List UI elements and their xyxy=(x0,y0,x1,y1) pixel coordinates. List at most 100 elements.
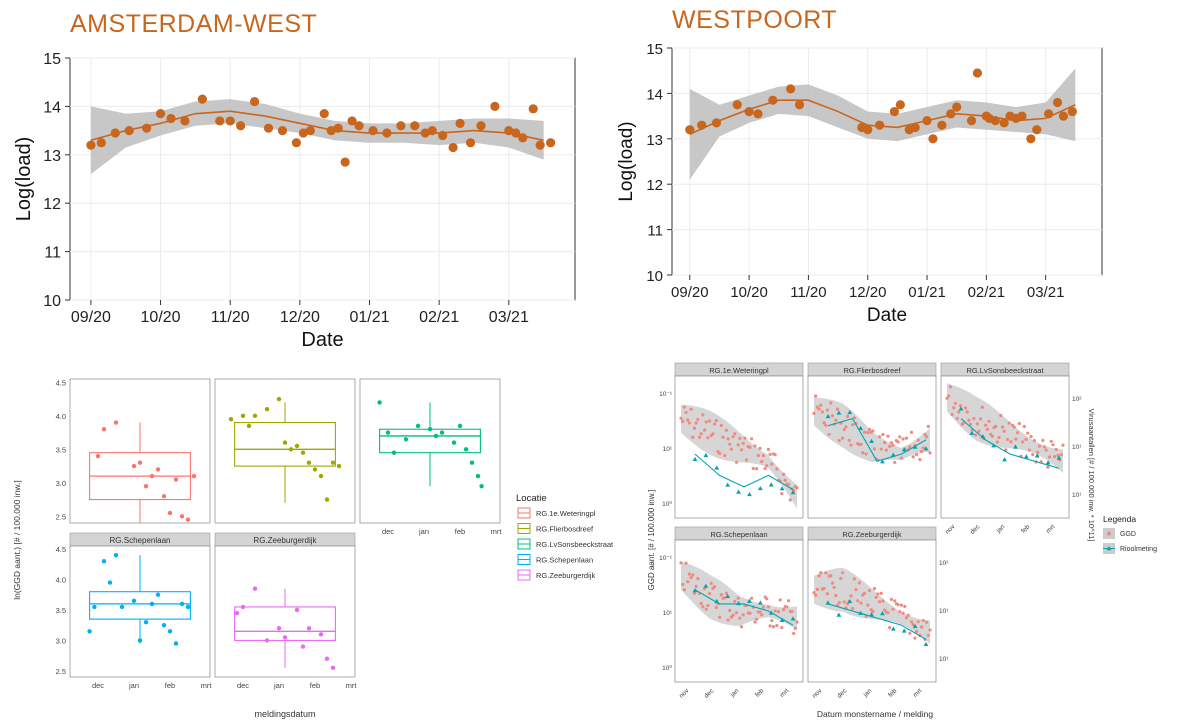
facet-ggd-point xyxy=(847,438,851,442)
facet-ggd-point xyxy=(682,405,686,409)
box-xtick-label: dec xyxy=(382,527,394,536)
facet-ggd-point xyxy=(758,446,762,450)
facet-ggd-point xyxy=(707,591,712,596)
box-data-point xyxy=(179,514,185,519)
facet-ggd-point xyxy=(758,610,762,614)
wp-y-axis-label: Log(load) xyxy=(616,121,637,201)
box-xtick-label: mrt xyxy=(201,681,213,690)
facet-ggd-point xyxy=(699,432,703,436)
facet-ggd-point xyxy=(896,440,900,444)
box-ytick-label: 4.0 xyxy=(56,412,66,421)
facet-ggd-point xyxy=(718,615,722,619)
facet-ggd-point xyxy=(886,611,890,615)
facet-ggd-point xyxy=(780,625,784,630)
facet-ggd-point xyxy=(733,432,737,436)
facet-ggd-point xyxy=(914,629,919,634)
facet-ggd-point xyxy=(899,603,904,607)
facet-ggd-point xyxy=(738,616,742,620)
facet-ggd-point xyxy=(1002,429,1006,433)
aw-ytick-label: 13 xyxy=(43,148,61,165)
facet-ggd-point xyxy=(1009,440,1013,444)
wp-data-point xyxy=(711,118,722,128)
facet-ggd-point xyxy=(916,438,920,442)
facet-riool-point xyxy=(790,490,796,495)
box-data-point xyxy=(457,423,463,429)
aw-data-point xyxy=(535,140,545,150)
facet-ggd-point xyxy=(1041,438,1045,442)
aw-confidence-band xyxy=(90,99,544,175)
wp-data-point xyxy=(1052,97,1063,108)
amsterdam-west-chart: 10 11 12 13 14 15 09/20 10/20 11/20 12/20 01/21 02/… xyxy=(13,51,576,351)
aw-data-point xyxy=(518,133,528,143)
aw-data-point xyxy=(319,109,329,119)
facet-ggd-point xyxy=(706,436,710,440)
facet-confidence-band xyxy=(814,397,930,463)
facet-ggd-point xyxy=(999,413,1003,418)
facet-ggd-point xyxy=(781,607,786,612)
box-data-point xyxy=(318,473,324,479)
box-iqr xyxy=(89,591,191,620)
wp-data-point xyxy=(952,102,962,112)
facet-confidence-band xyxy=(681,404,797,509)
box-data-point xyxy=(264,406,270,412)
facet-riool-point xyxy=(847,409,853,415)
wp-data-point xyxy=(889,106,900,117)
facet-riool-point xyxy=(869,612,874,617)
facet-chart: RG.1e.Weteringpl 10⁻¹ 10¹ 10⁰ RG.Flierbosdre… xyxy=(647,362,1157,719)
facet-ggd-point xyxy=(778,598,782,602)
box-data-point xyxy=(330,665,336,671)
facet-riool-point xyxy=(991,443,997,448)
facet-ytick-left-label: 10⁰ xyxy=(662,500,672,508)
facet-ggd-point xyxy=(953,401,958,406)
facet-ggd-point xyxy=(760,460,764,464)
facet-riool-point xyxy=(923,641,929,647)
box-data-point xyxy=(113,552,119,558)
facet-riool-point xyxy=(980,433,986,439)
facet-ggd-point xyxy=(1012,425,1016,429)
aw-data-point xyxy=(340,157,350,167)
facet-ggd-point xyxy=(911,455,915,459)
box-ytick-label: 4.0 xyxy=(56,576,66,585)
aw-data-point xyxy=(277,126,288,136)
facet-ggd-point xyxy=(733,599,737,603)
box-legend-label: RG.Flierbosdreef xyxy=(536,525,594,534)
aw-plot-area xyxy=(69,57,576,301)
chart-title-amsterdam-west: AMSTERDAM-WEST xyxy=(70,10,318,38)
wp-ytick-label: 10 xyxy=(646,268,663,285)
facet-ggd-point xyxy=(790,610,794,614)
facet-xtick-label: mrt xyxy=(1045,523,1057,535)
box-data-point xyxy=(143,483,149,489)
facet-ggd-point xyxy=(748,445,752,449)
aw-ytick-label: 15 xyxy=(43,51,61,68)
aw-data-point xyxy=(155,109,166,119)
facet-ggd-point xyxy=(877,600,882,604)
box-data-point xyxy=(306,626,312,631)
box-data-point xyxy=(185,604,191,610)
aw-xtick-label: 10/20 xyxy=(141,309,181,326)
facet-ggd-point xyxy=(945,396,949,400)
facet-ggd-point xyxy=(891,443,895,447)
box-data-point xyxy=(463,447,469,452)
facet-ggd-point xyxy=(699,601,703,606)
aw-data-point xyxy=(438,130,448,141)
facet-riool-point xyxy=(779,486,785,491)
facet-legend-label-ggd: GGD xyxy=(1120,531,1136,538)
facet-ytick-left-label: 10¹ xyxy=(663,446,673,453)
wp-data-point xyxy=(937,120,947,130)
facet-ggd-point xyxy=(686,580,690,584)
facet-ggd-point xyxy=(814,394,818,398)
facet-riool-point xyxy=(1023,454,1029,459)
facet-ggd-point xyxy=(1061,443,1065,447)
facet-ggd-point xyxy=(718,451,722,456)
facet-xtick-label: dec xyxy=(969,523,982,536)
facet-ggd-point xyxy=(871,609,875,613)
wp-data-point xyxy=(966,116,977,126)
aw-data-point xyxy=(504,126,514,136)
facet-ggd-point xyxy=(921,446,925,450)
facet-xtick-label: feb xyxy=(1020,523,1032,535)
facet-ggd-point xyxy=(1022,424,1026,429)
facet-xtick-label: mrt xyxy=(912,687,924,699)
facet-legend-label-riool: Rioolmeting xyxy=(1120,546,1157,553)
facet-xtick-label: jan xyxy=(729,687,741,699)
facet-ggd-point xyxy=(822,586,826,590)
